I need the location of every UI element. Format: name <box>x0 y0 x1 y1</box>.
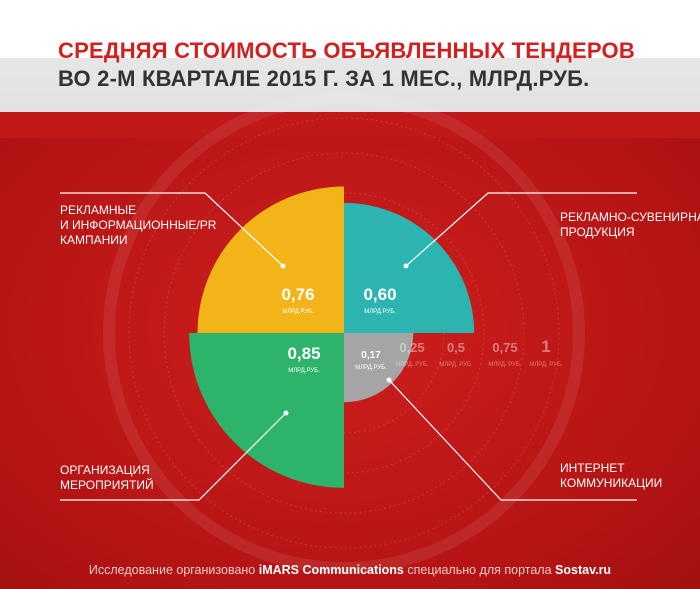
grid-ring-2 <box>203 192 485 474</box>
category-label-top-right: РЕКЛАМНО-СУВЕНИРНАЯ ПРОДУКЦИЯ <box>560 210 700 239</box>
chart-subtitle: ВО 2-М КВАРТАЛЕ 2015 Г. ЗА 1 МЕС., МЛРД.… <box>58 66 590 91</box>
grid-ring-4 <box>128 117 560 549</box>
footer-prefix: Исследование организовано <box>88 563 259 577</box>
footer-org: iMARS Communications <box>258 563 404 577</box>
segment-top-left <box>197 186 344 333</box>
leader-top-left-dot <box>280 263 286 269</box>
value-label-bottom-left: 0,85 <box>287 344 320 363</box>
leader-top-right <box>405 192 637 267</box>
leader-top-left <box>60 192 284 267</box>
segment-bottom-right <box>344 333 414 403</box>
scale-tick-3: 1 <box>541 337 550 356</box>
scale-tick-1: 0,5 <box>447 340 465 355</box>
category-label-top-left: РЕКЛАМНЫЕ И ИНФОРМАЦИОННЫЕ/PR КАМПАНИИ <box>60 203 217 247</box>
header-stripe <box>0 112 700 138</box>
scale-tick-unit-2: МЛРД. РУБ. <box>488 362 522 368</box>
chart-title: СРЕДНЯЯ СТОИМОСТЬ ОБЪЯВЛЕННЫХ ТЕНДЕРОВ <box>58 38 635 63</box>
scale-tick-unit-1: МЛРД. РУБ. <box>439 362 473 368</box>
category-label-bottom-left: ОРГАНИЗАЦИЯ МЕРОПРИЯТИЙ <box>60 463 154 492</box>
unit-label-bottom-right: МЛРД.РУБ. <box>355 365 387 371</box>
category-label-bottom-right: ИНТЕРНЕТ КОММУНИКАЦИИ <box>560 461 663 490</box>
value-label-top-left: 0,76 <box>281 285 314 304</box>
leader-bottom-left <box>60 412 287 501</box>
outer-glow-ring <box>103 92 585 574</box>
footer-credit: Исследование организовано iMARS Communic… <box>0 563 700 577</box>
footer-portal: Sostav.ru <box>555 563 612 577</box>
unit-label-top-right: МЛРД.РУБ. <box>364 309 396 315</box>
unit-label-bottom-left: МЛРД.РУБ. <box>288 368 320 374</box>
scale-tick-unit-3: МЛРД. РУБ. <box>529 362 563 368</box>
leader-bottom-right-dot <box>386 377 392 383</box>
title-band <box>0 0 700 112</box>
scale-tick-0: 0,25 <box>399 340 424 355</box>
segment-top-right <box>344 202 475 333</box>
value-label-bottom-right: 0,17 <box>361 350 381 361</box>
unit-label-top-left: МЛРД.РУБ. <box>282 309 314 315</box>
footer-middle: специально для портала <box>403 563 556 577</box>
leader-top-right-dot <box>403 263 409 269</box>
value-label-top-right: 0,60 <box>363 285 396 304</box>
scale-tick-unit-0: МЛРД. РУБ. <box>395 362 429 368</box>
grid-ring-3 <box>163 152 525 514</box>
segment-bottom-left <box>189 333 344 488</box>
scale-tick-2: 0,75 <box>492 340 517 355</box>
leader-bottom-right <box>388 379 637 501</box>
leader-bottom-left-dot <box>283 410 289 416</box>
